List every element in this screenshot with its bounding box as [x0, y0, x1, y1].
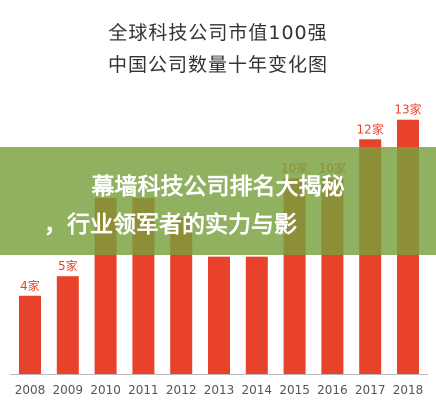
overlay-banner: 幕墙科技公司排名大揭秘 ，行业领军者的实力与影	[0, 147, 436, 255]
banner-subline: ，行业领军者的实力与影	[44, 212, 297, 238]
chart-title: 全球科技公司市值100强	[108, 22, 328, 44]
x-tick-label-2016: 2016	[317, 383, 348, 397]
bar-2012	[170, 217, 193, 374]
x-tick-label-2008: 2008	[15, 383, 46, 397]
x-tick-label-2013: 2013	[204, 383, 235, 397]
bar-2009	[56, 276, 79, 374]
x-tick-label-2015: 2015	[279, 383, 310, 397]
x-tick-label-2012: 2012	[166, 383, 197, 397]
x-tick-label-2014: 2014	[242, 383, 273, 397]
x-tick-label-2018: 2018	[393, 383, 424, 397]
data-label-2009: 5家	[58, 258, 78, 273]
x-tick-label-2009: 2009	[53, 383, 84, 397]
chart-subtitle: 中国公司数量十年变化图	[107, 54, 328, 76]
data-label-2017: 12家	[357, 121, 384, 136]
bar-2013	[208, 256, 230, 374]
x-tick-label-2011: 2011	[128, 383, 159, 397]
bar-2014	[245, 256, 268, 374]
banner-headline: 幕墙科技公司排名大揭秘	[91, 174, 345, 200]
x-tick-label-2010: 2010	[90, 383, 121, 397]
data-label-2008: 4家	[20, 278, 40, 293]
x-tick-label-2017: 2017	[355, 383, 386, 397]
data-label-2018: 13家	[394, 102, 421, 117]
bar-2008	[19, 295, 41, 374]
